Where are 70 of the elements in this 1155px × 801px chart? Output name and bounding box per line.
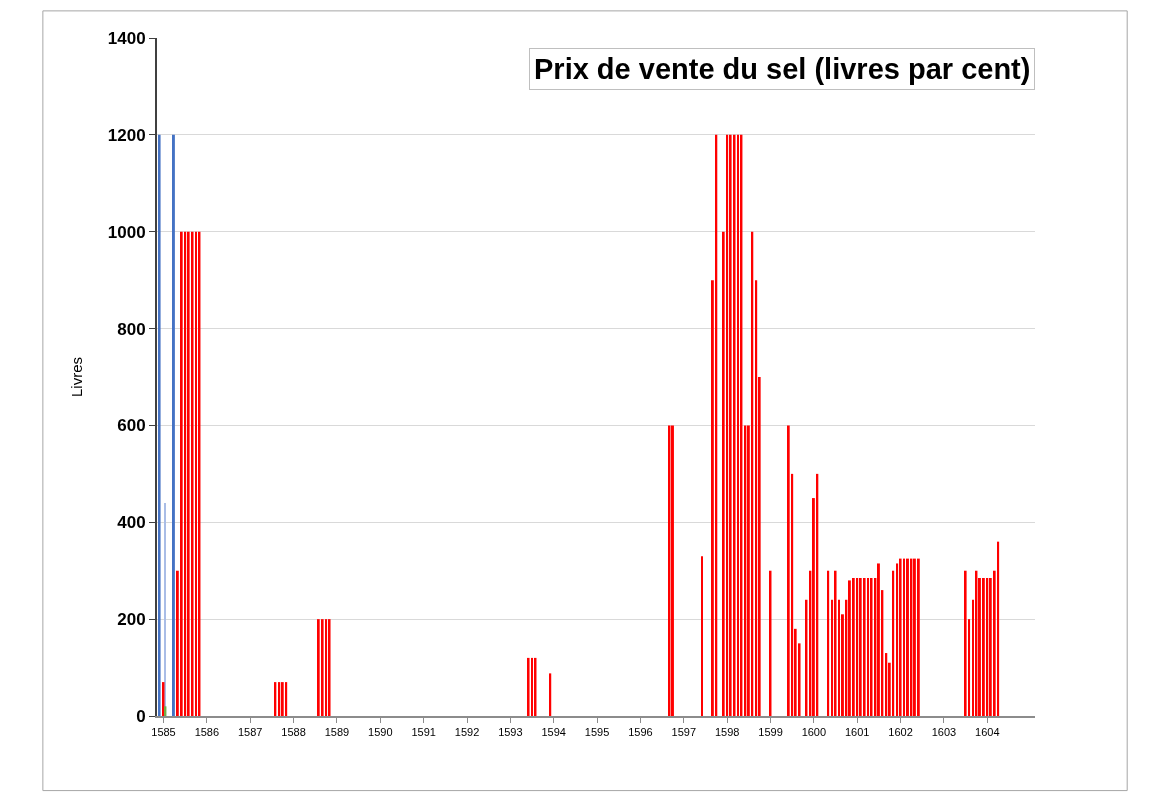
x-tick-label: 1603 (931, 726, 957, 739)
y-tick-label: 200 (117, 610, 146, 630)
bar (852, 577, 855, 716)
x-tick-label: 1602 (888, 726, 913, 739)
bar (180, 231, 183, 716)
x-tick-label: 1588 (281, 726, 306, 739)
x-tick-label: 1601 (844, 726, 870, 739)
x-tick-label: 1594 (541, 726, 566, 739)
y-tick-label: 0 (136, 706, 146, 726)
bar (906, 558, 909, 716)
bar (997, 541, 1000, 716)
bar (964, 570, 967, 716)
y-axis-title: Livres (67, 356, 85, 398)
bar (896, 563, 899, 716)
x-tick-label: 1585 (151, 726, 176, 739)
x-tick-label: 1589 (324, 726, 350, 739)
y-tick-label: 1000 (107, 222, 146, 242)
x-tick-label: 1599 (758, 726, 783, 739)
bar (172, 134, 175, 716)
bar (726, 134, 729, 716)
y-tick-label: 1200 (107, 125, 146, 145)
bar (848, 580, 851, 716)
bar (158, 134, 161, 716)
bar (321, 619, 324, 716)
bar (827, 570, 830, 716)
y-tick-label: 800 (117, 319, 146, 339)
bar (917, 558, 920, 716)
bar (187, 231, 190, 716)
bar (863, 577, 866, 716)
bar (184, 231, 187, 716)
x-tick-label: 1598 (714, 726, 740, 739)
text: Prix de vente du sel (livres par cent) (534, 53, 1031, 85)
bar (737, 134, 739, 716)
x-tick-label: 1595 (584, 726, 610, 739)
bar (899, 558, 902, 716)
x-tick-label: 1593 (498, 726, 523, 739)
bar (755, 280, 758, 716)
bar (317, 619, 320, 716)
bar (787, 425, 790, 716)
bar (870, 577, 873, 716)
bar (195, 231, 197, 716)
bar (877, 563, 880, 716)
x-tick-label: 1586 (194, 726, 220, 739)
bar (527, 657, 530, 716)
bar (325, 619, 328, 716)
x-tick-label: 1604 (975, 726, 1000, 739)
bar (982, 577, 985, 716)
bar (701, 556, 703, 716)
bar (856, 577, 859, 716)
x-tick-label: 1596 (628, 726, 653, 739)
x-tick-label: 1592 (454, 726, 480, 739)
bar (328, 619, 331, 716)
x-tick-label: 1591 (411, 726, 436, 739)
x-tick-label: 1590 (368, 726, 393, 739)
bar (729, 134, 732, 716)
bar (733, 134, 736, 716)
bar (867, 577, 870, 716)
y-tick-label: 1400 (107, 28, 146, 48)
bar (859, 577, 862, 716)
x-tick-label: 1587 (237, 726, 263, 739)
bar (903, 558, 906, 716)
bar (191, 231, 194, 716)
x-tick-label: 1597 (671, 726, 697, 739)
bar (892, 570, 895, 716)
x-tick-label: 1600 (801, 726, 827, 739)
y-tick-label: 400 (117, 513, 146, 533)
bar (834, 570, 837, 716)
y-tick-label: 600 (117, 416, 146, 436)
bar (549, 673, 552, 716)
bar (285, 682, 288, 716)
